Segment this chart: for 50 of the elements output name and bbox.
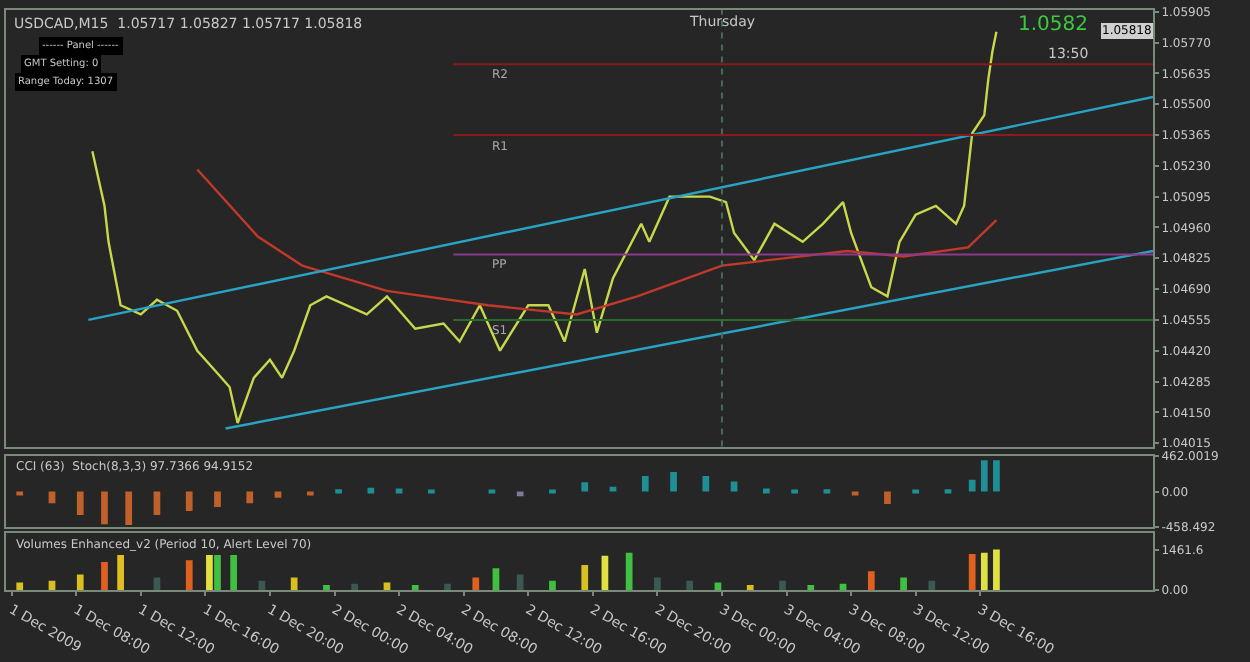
bar bbox=[444, 583, 451, 591]
bar bbox=[993, 549, 1000, 591]
annotation: 1.0582 bbox=[1018, 14, 1088, 36]
bar bbox=[76, 574, 84, 591]
bar bbox=[968, 554, 976, 591]
bar bbox=[185, 560, 193, 591]
bar bbox=[702, 475, 710, 492]
bar bbox=[867, 571, 875, 591]
bar bbox=[101, 491, 108, 525]
bar bbox=[246, 491, 254, 504]
bar bbox=[581, 482, 589, 492]
bar bbox=[763, 488, 770, 494]
bar bbox=[101, 562, 108, 591]
bar bbox=[516, 574, 524, 591]
bar bbox=[472, 577, 480, 591]
bar bbox=[185, 491, 193, 512]
line-series bbox=[196, 168, 998, 316]
bar bbox=[125, 491, 133, 526]
bar bbox=[779, 580, 786, 591]
line-series bbox=[91, 30, 998, 425]
bar bbox=[549, 580, 556, 591]
bar bbox=[214, 491, 221, 508]
bar bbox=[76, 491, 84, 515]
bar bbox=[884, 491, 891, 505]
bar bbox=[609, 486, 617, 492]
bar bbox=[980, 460, 988, 492]
bar bbox=[807, 585, 815, 591]
bar bbox=[411, 585, 419, 591]
bar bbox=[670, 472, 677, 492]
bar bbox=[492, 568, 500, 591]
bar bbox=[351, 583, 359, 591]
bar bbox=[928, 580, 936, 591]
bar bbox=[993, 460, 1000, 492]
bar bbox=[395, 488, 403, 494]
bar bbox=[686, 580, 694, 591]
bar bbox=[654, 577, 661, 591]
bar bbox=[746, 585, 754, 591]
bar bbox=[206, 552, 213, 591]
bar bbox=[367, 487, 375, 494]
bar bbox=[16, 582, 24, 591]
bar bbox=[625, 552, 633, 591]
bar bbox=[581, 565, 589, 591]
bar bbox=[290, 577, 298, 591]
bar bbox=[968, 479, 976, 492]
bar bbox=[980, 552, 988, 591]
bar bbox=[730, 481, 738, 492]
bar bbox=[117, 554, 124, 591]
bar bbox=[900, 577, 907, 591]
bar bbox=[641, 475, 649, 492]
bar bbox=[323, 585, 330, 591]
